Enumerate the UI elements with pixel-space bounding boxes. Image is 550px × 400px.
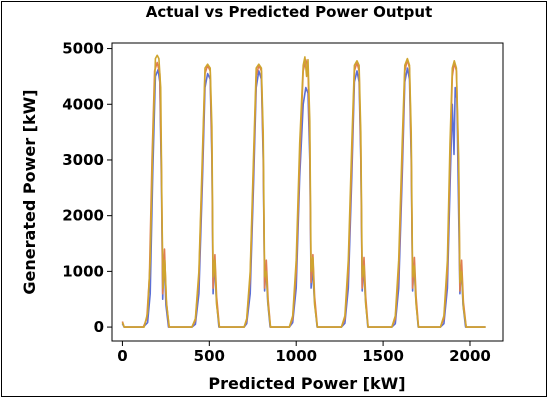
x-tick-label: 0 bbox=[117, 347, 127, 365]
y-axis: 0 1000 2000 3000 4000 5000 bbox=[62, 40, 112, 336]
y-axis-label: Generated Power [kW] bbox=[20, 89, 39, 294]
y-tick-label: 5000 bbox=[62, 40, 104, 58]
x-tick-label: 2000 bbox=[449, 347, 491, 365]
y-tick-label: 4000 bbox=[62, 95, 104, 113]
chart-title: Actual vs Predicted Power Output bbox=[146, 3, 433, 21]
x-axis: 0 500 1000 1500 2000 bbox=[117, 341, 491, 365]
x-tick-label: 1000 bbox=[275, 347, 317, 365]
y-tick-label: 3000 bbox=[62, 151, 104, 169]
y-tick-label: 0 bbox=[94, 318, 104, 336]
x-tick-label: 500 bbox=[194, 347, 225, 365]
x-tick-label: 1500 bbox=[362, 347, 404, 365]
series-layer bbox=[121, 54, 486, 328]
series-line-3 bbox=[121, 54, 486, 328]
y-tick-label: 2000 bbox=[62, 207, 104, 225]
x-axis-label: Predicted Power [kW] bbox=[208, 374, 405, 393]
y-tick-label: 1000 bbox=[62, 262, 104, 280]
